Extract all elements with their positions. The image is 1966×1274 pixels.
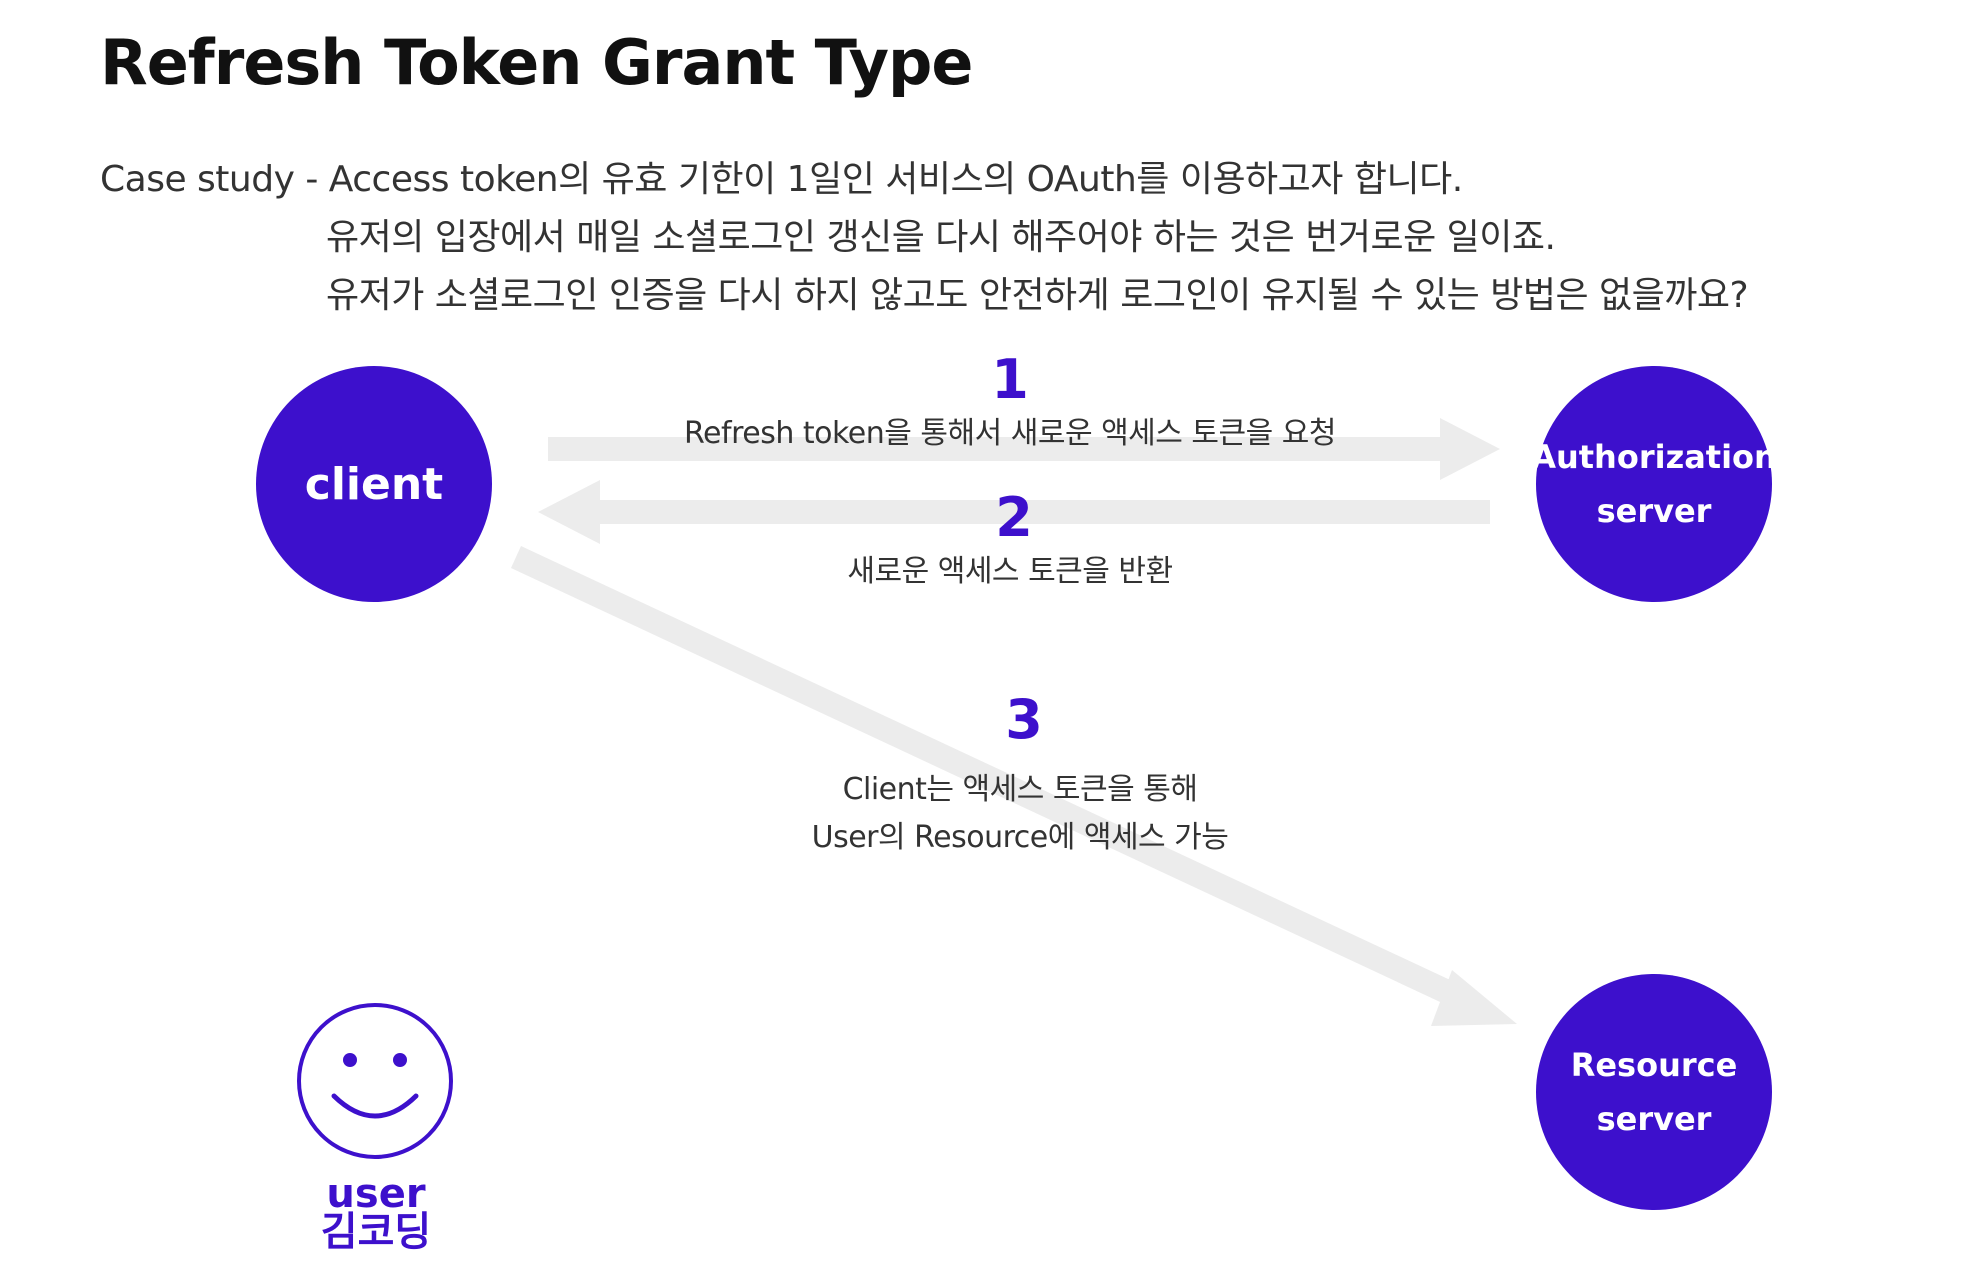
- step-3-label-2: User의 Resource에 액세스 가능: [811, 820, 1229, 855]
- smiley-face-icon: [297, 1003, 453, 1159]
- resource-server-label-2: server: [1596, 1100, 1712, 1138]
- page-title: Refresh Token Grant Type: [100, 26, 973, 99]
- user-figure: [290, 996, 460, 1170]
- step-2-number: 2: [995, 486, 1033, 549]
- case-study-line-2: 유저의 입장에서 매일 소셜로그인 갱신을 다시 해주어야 하는 것은 번거로운…: [326, 217, 1556, 258]
- authorization-server-node: Authorization server: [1531, 366, 1777, 602]
- step-1-number: 1: [991, 348, 1029, 411]
- user-label-en: user: [326, 1171, 426, 1217]
- arrow-return: [538, 480, 1490, 544]
- step-1-label: Refresh token을 통해서 새로운 액세스 토큰을 요청: [684, 416, 1336, 451]
- case-study-line-3: 유저가 소셜로그인 인증을 다시 하지 않고도 안전하게 로그인이 유지될 수 …: [326, 275, 1749, 316]
- step-3-number: 3: [1005, 688, 1043, 751]
- auth-server-label-1: Authorization: [1531, 438, 1777, 476]
- arrow-request: [548, 418, 1500, 480]
- resource-server-label-1: Resource: [1570, 1046, 1738, 1084]
- step-2-label: 새로운 액세스 토큰을 반환: [847, 554, 1173, 589]
- client-label: client: [304, 458, 444, 510]
- resource-server-node: Resource server: [1536, 974, 1772, 1210]
- arrow-access: [511, 546, 1517, 1026]
- client-node: client: [256, 366, 492, 602]
- case-study-line-1: Case study - Access token의 유효 기한이 1일인 서비…: [100, 159, 1463, 200]
- step-3-label-1: Client는 액세스 토큰을 통해: [842, 772, 1198, 807]
- user-label-ko: 김코딩: [320, 1209, 432, 1255]
- auth-server-label-2: server: [1596, 492, 1712, 530]
